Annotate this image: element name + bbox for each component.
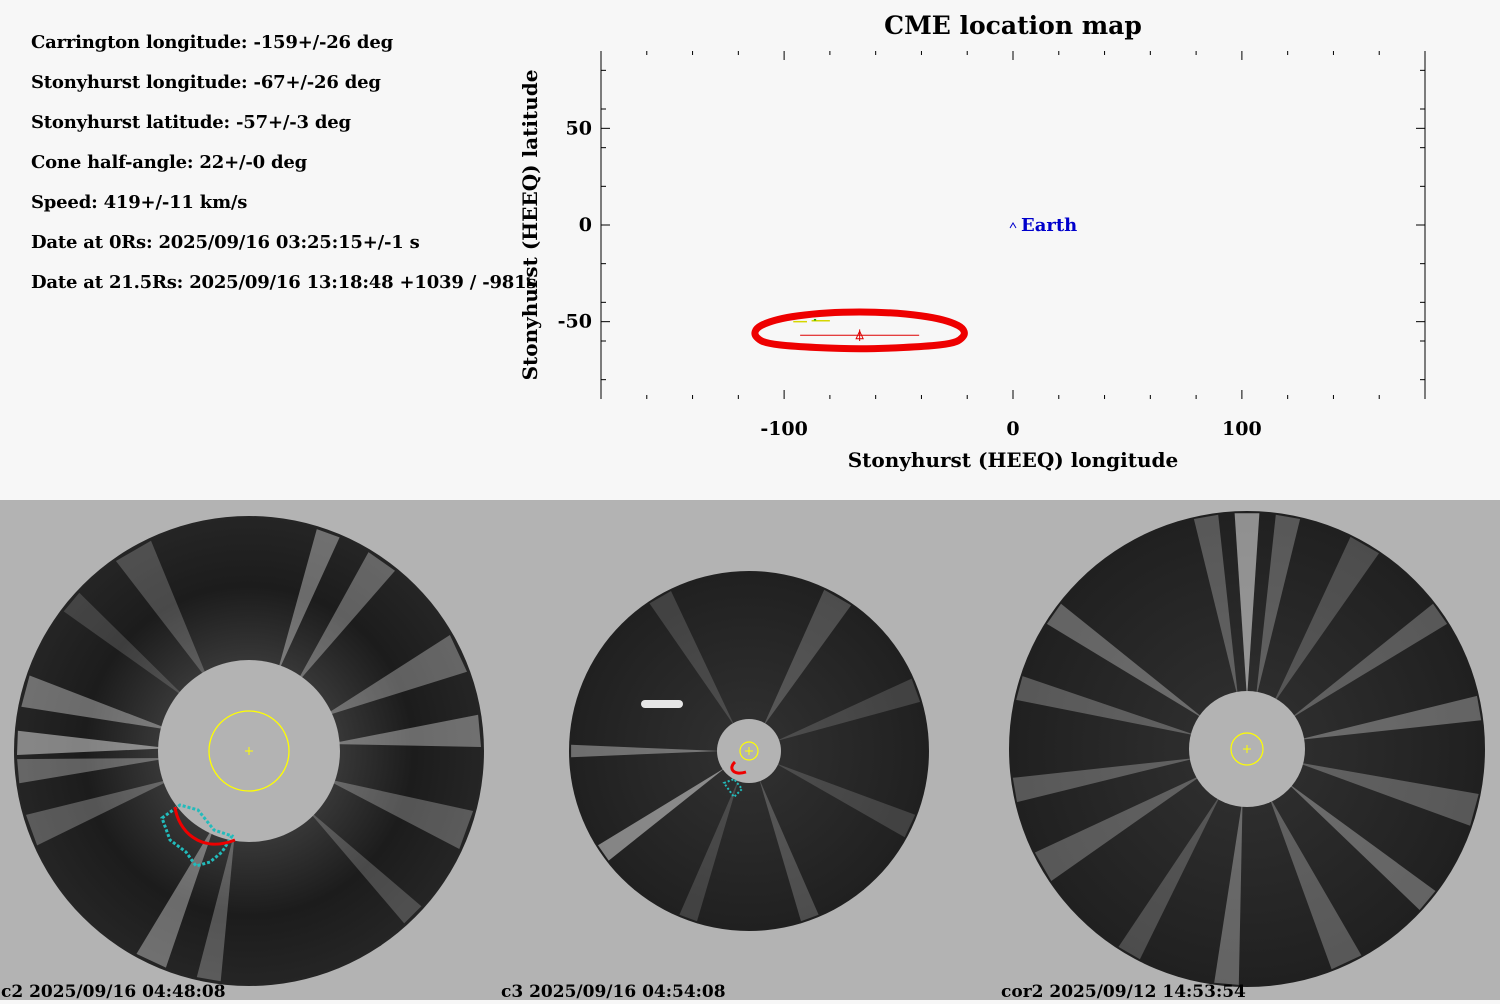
cor2-coronagraph-image — [1009, 511, 1485, 987]
streamer-ray — [305, 807, 422, 924]
coronagraph-images — [14, 511, 1485, 987]
streamer-ray — [294, 552, 395, 686]
x-tick-label: 100 — [1222, 418, 1262, 440]
streamer-ray — [1234, 513, 1260, 699]
x-tick-label: 0 — [1006, 418, 1019, 440]
c2-solar-disk-circle — [208, 710, 290, 792]
coronagraph-panel: c2 2025/09/16 04:48:08 c3 2025/09/16 04:… — [0, 500, 1500, 1002]
stonyhurst-longitude: Stonyhurst longitude: -67+/-26 deg — [31, 72, 381, 93]
earth-label: Earth — [1021, 215, 1077, 236]
c2-streamers — [17, 529, 481, 982]
c3-cme-front-arc — [730, 760, 747, 775]
map-title: CME location map — [884, 11, 1142, 40]
earth-marker — [1009, 222, 1017, 229]
streamer-ray — [17, 758, 170, 784]
c2-sun-center-cross — [245, 747, 253, 755]
top-panel: Carrington longitude: -159+/-26 deg Ston… — [0, 0, 1500, 500]
streamer-ray — [328, 714, 481, 747]
c2-coronagraph-image — [14, 516, 484, 986]
streamer-ray — [1016, 676, 1199, 737]
streamer-ray — [63, 592, 188, 700]
cor2-caption: cor2 2025/09/12 14:53:54 — [1001, 982, 1246, 1002]
y-tick-label: -50 — [558, 311, 592, 333]
cor2-solar-disk-circle — [1230, 732, 1264, 766]
streamer-ray — [21, 675, 172, 731]
streamer-ray — [758, 777, 819, 922]
streamer-ray — [1288, 603, 1448, 721]
streamer-ray — [17, 730, 169, 755]
stonyhurst-latitude: Stonyhurst latitude: -57+/-3 deg — [31, 112, 351, 133]
date-at-0rs: Date at 0Rs: 2025/09/16 03:25:15+/-1 s — [31, 232, 420, 253]
axes: -100 0 100 50 0 -50 — [558, 51, 1426, 440]
streamer-ray — [649, 591, 735, 727]
streamer-ray — [1193, 514, 1239, 700]
speed: Speed: 419+/-11 km/s — [31, 192, 248, 213]
c3-caption: c3 2025/09/16 04:54:08 — [501, 982, 726, 1002]
streamer-ray — [1285, 781, 1436, 910]
streamer-ray — [679, 777, 740, 922]
cme-cone-outline — [751, 308, 968, 353]
marks: Earth — [751, 215, 1077, 353]
x-axis-label: Stonyhurst (HEEQ) longitude — [848, 448, 1179, 472]
streamer-ray — [136, 823, 216, 968]
streamer-ray — [775, 678, 921, 742]
c3-sun-center-cross — [745, 747, 753, 755]
streamer-ray — [1296, 695, 1482, 741]
cme-center-marker — [855, 330, 864, 340]
streamer-ray — [324, 778, 474, 849]
streamer-ray — [763, 589, 852, 727]
c3-coronagraph-image — [569, 571, 929, 931]
c3-planet-streak — [641, 700, 683, 708]
c3-cme-tracked-points — [722, 777, 744, 799]
streamer-ray — [321, 635, 467, 718]
streamer-ray — [1012, 757, 1198, 803]
streamer-ray — [1046, 603, 1206, 721]
c3-streamers — [571, 589, 921, 922]
c2-cme-front-arc — [173, 806, 236, 846]
streamer-ray — [115, 540, 209, 682]
c3-solar-disk-circle — [739, 741, 759, 761]
streamer-ray — [1268, 794, 1362, 970]
c2-caption: c2 2025/09/16 04:48:08 — [1, 982, 226, 1002]
streamer-ray — [196, 829, 236, 982]
y-tick-label: 50 — [566, 117, 592, 139]
streamer-ray — [26, 778, 174, 846]
date-at-21-5rs: Date at 21.5Rs: 2025/09/16 13:18:48 +103… — [31, 272, 537, 293]
streamer-ray — [1214, 798, 1243, 985]
x-tick-label: -100 — [760, 418, 808, 440]
streamer-ray — [774, 762, 916, 838]
y-axis-label: Stonyhurst (HEEQ) latitude — [518, 70, 542, 381]
cor2-streamers — [1012, 513, 1482, 985]
streamer-ray — [276, 529, 340, 676]
streamer-ray — [1272, 536, 1379, 706]
streamer-ray — [1255, 514, 1301, 700]
streamer-ray — [1034, 774, 1204, 881]
y-tick-label: 0 — [579, 214, 592, 236]
carrington-longitude: Carrington longitude: -159+/-26 deg — [31, 32, 393, 53]
streamer-ray — [1118, 792, 1222, 960]
cme-location-map: CME location map -100 0 100 50 0 -50 Earth St… — [518, 11, 1426, 472]
streamer-ray — [598, 767, 727, 861]
streamer-ray — [571, 744, 721, 758]
streamer-ray — [1295, 761, 1479, 826]
cor2-sun-center-cross — [1243, 745, 1251, 753]
cone-half-angle: Cone half-angle: 22+/-0 deg — [31, 152, 308, 173]
